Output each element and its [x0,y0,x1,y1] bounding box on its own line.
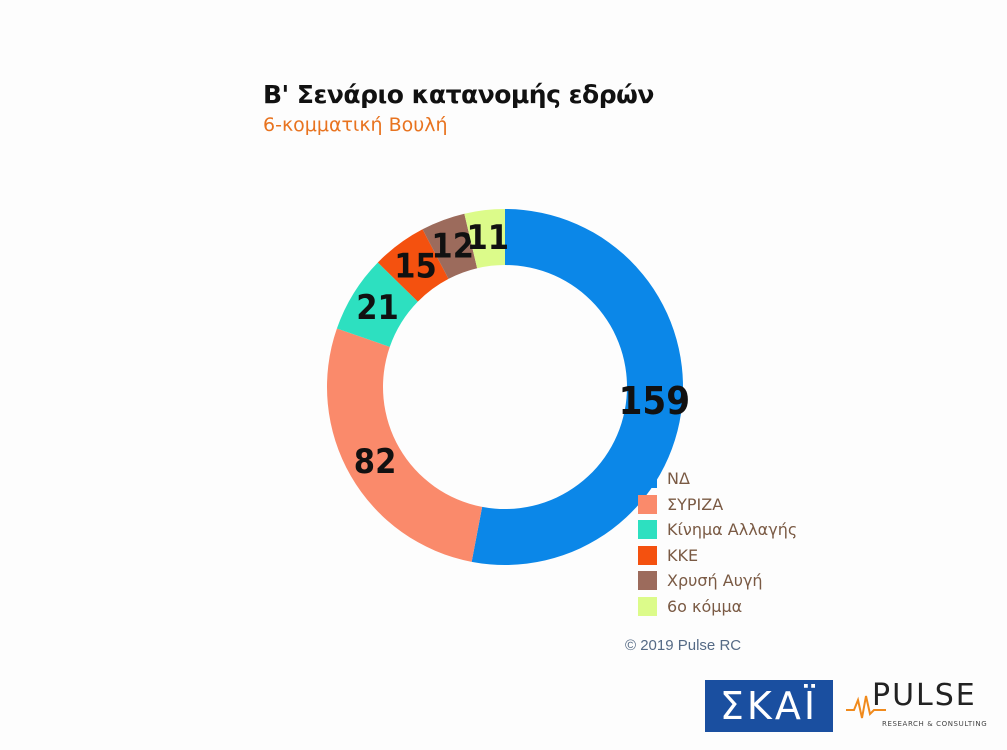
donut-slice-syriza [326,328,483,562]
legend-swatch-6th [638,596,657,616]
data-label-6th: 11 [466,218,509,258]
copyright-credit: © 2019 Pulse RC [625,637,742,654]
pulse-logo-subtext: RESEARCH & CONSULTING [882,720,988,728]
skai-logo: ΣΚΑΪ [705,680,833,732]
legend-label: ΝΔ [667,469,690,489]
chart-title: Β' Σενάριο κατανομής εδρών [263,80,654,109]
legend-swatch-xa [638,571,657,591]
chart-subtitle: 6-κομματική Βουλή [263,114,448,136]
data-label-syriza: 82 [354,442,397,482]
donut-slice-kinal [336,262,418,347]
donut-slice-xa [422,213,478,279]
legend-item: ΝΔ [638,466,797,492]
legend-swatch-kke [638,545,657,565]
legend-item: Χρυσή Αυγή [638,568,797,594]
legend-label: Κίνημα Αλλαγής [667,520,798,540]
legend-item: Κίνημα Αλλαγής [638,517,797,543]
data-label-kinal: 21 [356,288,399,328]
legend-label: ΣΥΡΙΖΑ [667,494,724,514]
data-label-kke: 15 [394,247,437,287]
pulse-logo: PULSE RESEARCH & CONSULTING [846,678,998,734]
legend-swatch-syriza [638,494,657,514]
pulse-wave-icon [846,695,886,719]
legend-label: ΚΚΕ [667,545,699,565]
data-label-xa: 12 [431,226,474,266]
pulse-logo-text: PULSE [872,678,977,713]
donut-slice-nd [471,209,683,565]
data-label-nd: 159 [619,379,690,423]
donut-slice-6th [464,209,505,269]
legend-item: 6ο κόμμα [638,594,797,620]
legend-swatch-kinal [638,520,657,540]
legend-label: Χρυσή Αυγή [667,571,763,591]
legend-item: ΣΥΡΙΖΑ [638,492,797,518]
legend-item: ΚΚΕ [638,543,797,569]
donut-slice-kke [377,229,449,302]
legend-label: 6ο κόμμα [667,596,743,616]
legend: ΝΔ ΣΥΡΙΖΑ Κίνημα Αλλαγής ΚΚΕ Χρυσή Αυγή … [638,466,797,619]
legend-swatch-nd [638,469,657,489]
